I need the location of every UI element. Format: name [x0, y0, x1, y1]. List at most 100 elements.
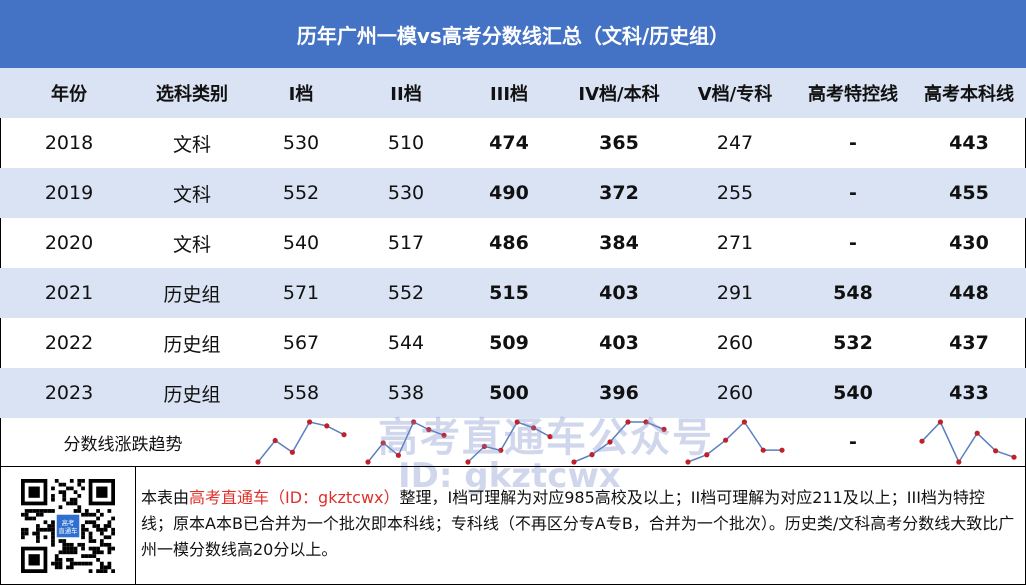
qr-module [99, 512, 104, 517]
cell-tier-1: 558 [282, 382, 320, 404]
cell-tier-3: 490 [489, 182, 529, 204]
cell-tier-5: 247 [716, 132, 754, 154]
qr-module [99, 561, 104, 566]
sparkline-point [481, 443, 487, 449]
qr-module [66, 550, 70, 555]
cell-tier-4: 396 [599, 382, 639, 404]
qr-module [77, 482, 82, 487]
sparkline-point [760, 447, 766, 453]
sparkline-point [411, 419, 417, 425]
cell-tier-1: 530 [282, 132, 320, 154]
cell-tier-3: 515 [489, 282, 529, 304]
qr-module [62, 550, 67, 555]
qr-module [28, 509, 33, 513]
qr-module [58, 490, 63, 495]
cell-tier-2: 538 [387, 382, 425, 404]
qr-module [69, 501, 74, 506]
qr-module [51, 509, 55, 513]
sparkline-undergrad-line [919, 419, 1017, 465]
qr-module [73, 490, 78, 495]
sparkline-point [956, 459, 962, 465]
cell-special-line: - [849, 132, 857, 154]
cell-tier-2: 530 [387, 182, 425, 204]
qr-module [99, 527, 104, 532]
table-row: 2022 历史组 567 544 509 403 260 532 437 [0, 318, 1026, 368]
qr-module [36, 535, 40, 540]
cell-tier-2: 552 [387, 282, 425, 304]
cell-special-line: 532 [833, 332, 873, 354]
qr-module [39, 509, 44, 513]
qr-module [69, 565, 74, 570]
sparkline-point [365, 459, 371, 465]
qr-module [62, 542, 67, 547]
qr-module [88, 554, 93, 558]
cell-category: 文科 [172, 183, 211, 206]
qr-module [81, 561, 85, 566]
qr-module [81, 486, 85, 491]
qr-module [111, 516, 115, 521]
qr-module [99, 542, 104, 547]
cell-undergrad-line: 437 [949, 332, 989, 354]
qr-module [111, 546, 115, 551]
header-row: 年份 选科类别 I档 II档 III档 IV档/本科 V档/专科 高考特控线 高… [0, 68, 1026, 118]
qr-module [77, 505, 82, 510]
qr-logo-text: 直通车 [58, 526, 77, 535]
qr-code-box: 高考 直通车 [0, 467, 136, 585]
qr-module [69, 479, 74, 483]
qr-module [36, 531, 40, 536]
header-tier-3: III档 [489, 84, 529, 105]
sparkline-tier-2 [365, 419, 447, 465]
qr-module [99, 550, 104, 555]
header-special-line: 高考特控线 [808, 84, 898, 105]
qr-logo-text: 高考 [62, 518, 75, 527]
sparkline-path [687, 420, 782, 463]
qr-module [51, 494, 55, 498]
sparkline-point [643, 419, 649, 425]
qr-module [99, 539, 104, 543]
watermark-id: ID: gkztcwx [398, 456, 621, 496]
qr-module [99, 565, 104, 570]
qr-module [51, 539, 55, 543]
footnote: 本表由高考直通车（ID：gkztcwx）整理，I档可理解为对应985高校及以上；… [141, 485, 1016, 563]
footnote-body: 整理，I档可理解为对应985高校及以上；II档可理解为对应211及以上；III档… [141, 488, 1015, 559]
qr-module [58, 482, 63, 487]
qr-module [73, 546, 78, 551]
qr-module [21, 535, 25, 540]
qr-module [96, 557, 100, 562]
qr-module [99, 531, 104, 536]
table-row: 2021 历史组 571 552 515 403 291 548 448 [0, 268, 1026, 318]
qr-module [96, 546, 100, 551]
sparkline-point [937, 419, 943, 425]
sparkline-tier-3 [465, 419, 553, 465]
qr-module [32, 509, 37, 513]
qr-module [51, 497, 55, 502]
qr-module [51, 561, 55, 566]
qr-finder [28, 554, 40, 566]
qr-module [66, 542, 70, 547]
sparkline-point [571, 459, 577, 465]
table-title: 历年广州一模vs高考分数线汇总（文科/历史组） [0, 0, 1026, 68]
qr-module [51, 542, 55, 547]
cell-tier-1: 552 [282, 182, 320, 204]
cell-tier-5: 255 [716, 182, 754, 204]
table-row: 2023 历史组 558 538 500 396 260 540 433 [0, 368, 1026, 418]
qr-module [88, 539, 93, 543]
sparkline-point [723, 437, 729, 443]
qr-module [39, 527, 44, 532]
qr-module [43, 535, 48, 540]
cell-tier-4: 365 [599, 132, 639, 154]
qr-module [47, 509, 52, 513]
qr-module [24, 509, 29, 513]
qr-module [21, 531, 25, 536]
footer: 高考 直通车 本表由高考直通车（ID：gkztcwx）整理，I档可理解为对应985… [0, 466, 1026, 585]
cell-year: 2018 [44, 132, 94, 154]
qr-module [66, 557, 70, 562]
sparkline-point [607, 439, 613, 445]
header-tier-2: II档 [390, 84, 422, 105]
cell-undergrad-line: 448 [949, 282, 989, 304]
qr-module [24, 512, 29, 517]
qr-module [62, 494, 67, 498]
footnote-source-link[interactable]: 高考直通车（ID：gkztcwx） [189, 488, 400, 507]
qr-module [24, 531, 29, 536]
cell-tier-4: 403 [599, 282, 639, 304]
